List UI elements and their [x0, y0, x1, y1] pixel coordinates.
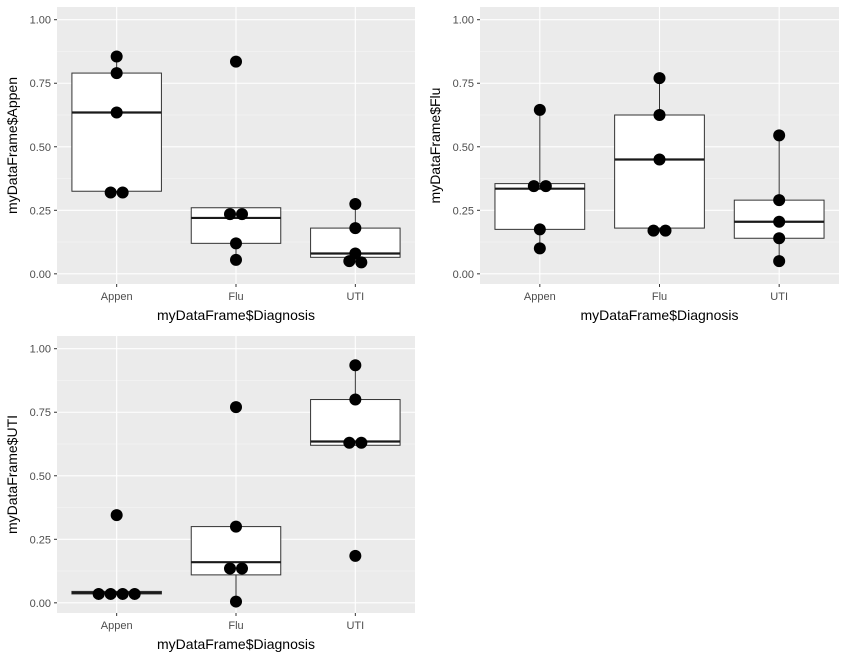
- x-axis-title: myDataFrame$Diagnosis: [157, 636, 315, 652]
- data-point: [539, 180, 552, 193]
- data-point: [224, 562, 236, 575]
- x-tick-label: Flu: [652, 291, 667, 303]
- data-point: [236, 562, 248, 575]
- data-point: [653, 153, 666, 166]
- data-point: [110, 106, 123, 119]
- y-tick-label: 0.50: [30, 471, 51, 483]
- x-tick-label: UTI: [346, 620, 364, 632]
- data-point: [236, 208, 248, 221]
- y-tick-label: 0.25: [453, 205, 474, 217]
- data-point: [230, 520, 242, 533]
- data-point: [92, 587, 105, 600]
- data-point: [533, 242, 546, 255]
- y-tick-label: 0.25: [30, 205, 51, 217]
- chart-panel-1: 0.00 0.25 0.50 0.75 1.00 Appen Flu UTI myDataFra…: [4, 7, 415, 323]
- data-point: [230, 237, 242, 250]
- data-point: [116, 587, 129, 600]
- data-point: [110, 509, 123, 522]
- y-tick-label: 1.00: [30, 15, 51, 27]
- x-tick-label: Flu: [228, 291, 243, 303]
- data-point: [773, 215, 786, 228]
- x-tick-label: Appen: [101, 291, 133, 303]
- x-tick-label: Appen: [101, 620, 133, 632]
- x-axis-title: myDataFrame$Diagnosis: [581, 307, 739, 323]
- data-point: [343, 255, 356, 268]
- x-axis-title: myDataFrame$Diagnosis: [157, 307, 315, 323]
- chart-panel-3: 0.00 0.25 0.50 0.75 1.00 Appen Flu UTI myDataFra…: [4, 336, 415, 652]
- data-point: [349, 549, 362, 562]
- box: [614, 114, 705, 229]
- data-point: [355, 436, 368, 449]
- box: [71, 72, 162, 192]
- data-point: [653, 109, 666, 122]
- y-tick-label: 1.00: [30, 344, 51, 356]
- data-point: [230, 253, 242, 266]
- data-point: [104, 587, 117, 600]
- data-point: [349, 359, 362, 372]
- data-point: [104, 186, 117, 199]
- data-point: [110, 50, 123, 63]
- y-tick-label: 0.75: [30, 407, 51, 419]
- y-axis-title: myDataFrame$UTI: [4, 415, 20, 534]
- x-tick-label: Flu: [228, 620, 243, 632]
- data-point: [349, 393, 362, 406]
- y-tick-label: 0.50: [453, 142, 474, 154]
- data-point: [653, 72, 666, 85]
- data-point: [659, 224, 672, 237]
- data-point: [773, 194, 786, 207]
- x-tick-label: UTI: [770, 291, 788, 303]
- box: [310, 399, 401, 446]
- data-point: [230, 401, 242, 414]
- box: [494, 183, 586, 230]
- data-point: [349, 197, 362, 210]
- y-axis-title: myDataFrame$Appen: [4, 77, 20, 214]
- data-point: [224, 208, 236, 221]
- y-tick-label: 1.00: [453, 15, 474, 27]
- box: [190, 526, 282, 576]
- data-point: [773, 129, 786, 142]
- data-point: [128, 587, 141, 600]
- data-point: [110, 67, 123, 80]
- data-point: [116, 186, 129, 199]
- data-point: [343, 436, 356, 449]
- y-tick-label: 0.50: [30, 142, 51, 154]
- y-tick-label: 0.00: [30, 598, 51, 610]
- data-point: [230, 595, 242, 608]
- x-tick-label: Appen: [524, 291, 556, 303]
- y-axis-title: myDataFrame$Flu: [427, 88, 443, 204]
- y-tick-label: 0.75: [453, 78, 474, 90]
- data-point: [773, 232, 786, 245]
- data-point: [773, 255, 786, 268]
- data-point: [647, 224, 660, 237]
- data-point: [533, 223, 546, 236]
- data-point: [349, 222, 362, 235]
- y-tick-label: 0.00: [453, 269, 474, 281]
- y-tick-label: 0.00: [30, 269, 51, 281]
- data-point: [230, 55, 242, 68]
- y-tick-label: 0.25: [30, 534, 51, 546]
- data-point: [527, 180, 540, 193]
- x-tick-label: UTI: [346, 291, 364, 303]
- chart-panel-2: 0.00 0.25 0.50 0.75 1.00 Appen Flu UTI myDataFra…: [427, 7, 839, 323]
- data-point: [533, 103, 546, 116]
- data-point: [355, 256, 368, 269]
- y-tick-label: 0.75: [30, 78, 51, 90]
